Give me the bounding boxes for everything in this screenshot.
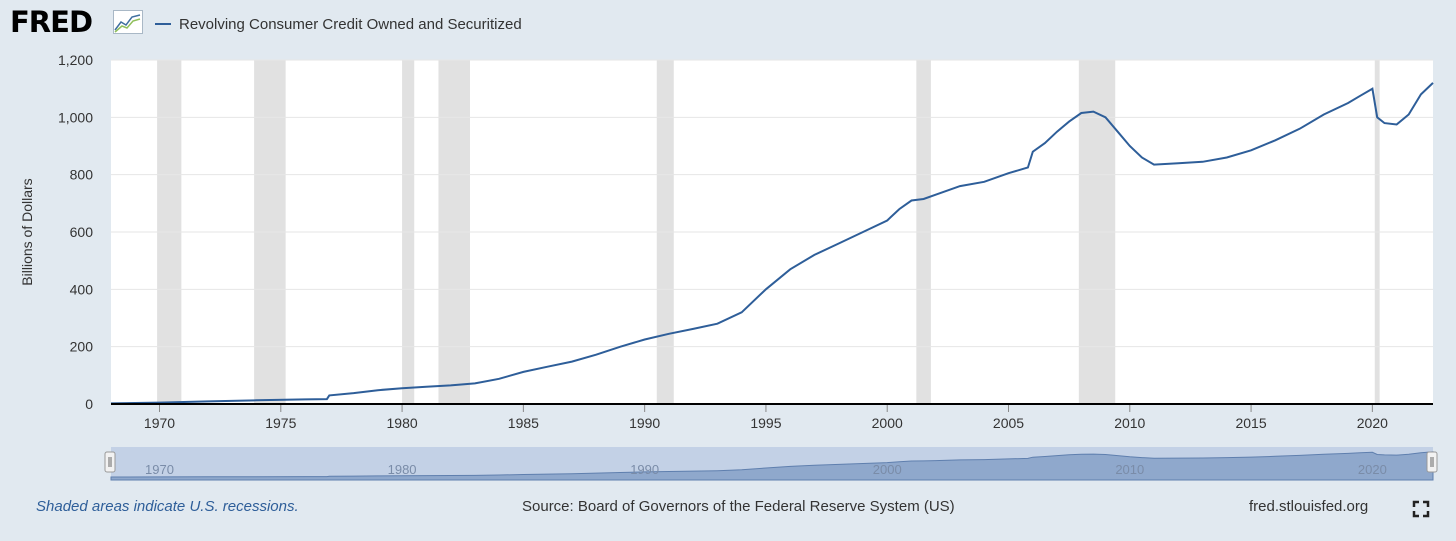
- x-axis-ticks: 1970 1975 1980 1985 1990 1995 2000 2005 2010 2015…: [144, 404, 1388, 431]
- navigator-tick-label: 2010: [1115, 462, 1144, 477]
- navigator-tick-label: 1990: [630, 462, 659, 477]
- grid-lines: [111, 59, 1433, 348]
- x-tick-label: 1970: [144, 415, 175, 431]
- navigator-tick-label: 1970: [145, 462, 174, 477]
- legend-label: Revolving Consumer Credit Owned and Secu…: [179, 15, 522, 33]
- y-tick-label: 600: [70, 224, 94, 240]
- legend-item[interactable]: Revolving Consumer Credit Owned and Secu…: [155, 14, 522, 34]
- y-axis-label: Billions of Dollars: [19, 178, 35, 285]
- y-tick-label: 1,000: [58, 109, 93, 125]
- navigator-left-handle[interactable]: [104, 451, 116, 473]
- x-tick-label: 1975: [265, 415, 296, 431]
- x-tick-label: 2000: [872, 415, 903, 431]
- navigator-area: [110, 451, 1434, 481]
- fred-graph-icon: [113, 10, 143, 34]
- navigator-tick-label: 2000: [873, 462, 902, 477]
- y-tick-label: 800: [70, 167, 94, 183]
- x-tick-label: 1980: [387, 415, 418, 431]
- x-tick-label: 1990: [629, 415, 660, 431]
- navigator-tick-label: 2020: [1358, 462, 1387, 477]
- y-tick-label: 0: [85, 396, 93, 412]
- x-tick-label: 2020: [1357, 415, 1388, 431]
- chart: 0 200 400 600 800 1,000 1,200 1970 1975 1980 1985…: [19, 52, 1438, 481]
- navigator-right-handle[interactable]: [1426, 451, 1438, 473]
- x-tick-label: 2010: [1114, 415, 1145, 431]
- x-tick-label: 2005: [993, 415, 1024, 431]
- range-navigator[interactable]: 1970 1980 1990 2000 2010 2020: [104, 447, 1438, 481]
- x-tick-label: 1985: [508, 415, 539, 431]
- fred-url-link[interactable]: fred.stlouisfed.org: [1249, 498, 1369, 515]
- navigator-ticks: 1970 1980 1990 2000 2010 2020: [145, 462, 1387, 477]
- legend-swatch: [155, 23, 171, 25]
- recession-note: Shaded areas indicate U.S. recessions.: [36, 498, 299, 515]
- header: FRED Revolving Consumer Credit Owned and…: [0, 0, 1456, 48]
- y-tick-label: 200: [70, 339, 94, 355]
- y-axis-ticks: 0 200 400 600 800 1,000 1,200: [58, 52, 93, 412]
- series-line: [110, 82, 1434, 405]
- y-tick-label: 1,200: [58, 52, 93, 68]
- y-tick-label: 400: [70, 281, 94, 297]
- fred-logo[interactable]: FRED: [10, 5, 93, 39]
- navigator-tick-label: 1980: [388, 462, 417, 477]
- x-tick-label: 2015: [1235, 415, 1266, 431]
- x-tick-label: 1995: [750, 415, 781, 431]
- source-text: Source: Board of Governors of the Federa…: [522, 498, 955, 515]
- fullscreen-icon[interactable]: [1412, 500, 1430, 518]
